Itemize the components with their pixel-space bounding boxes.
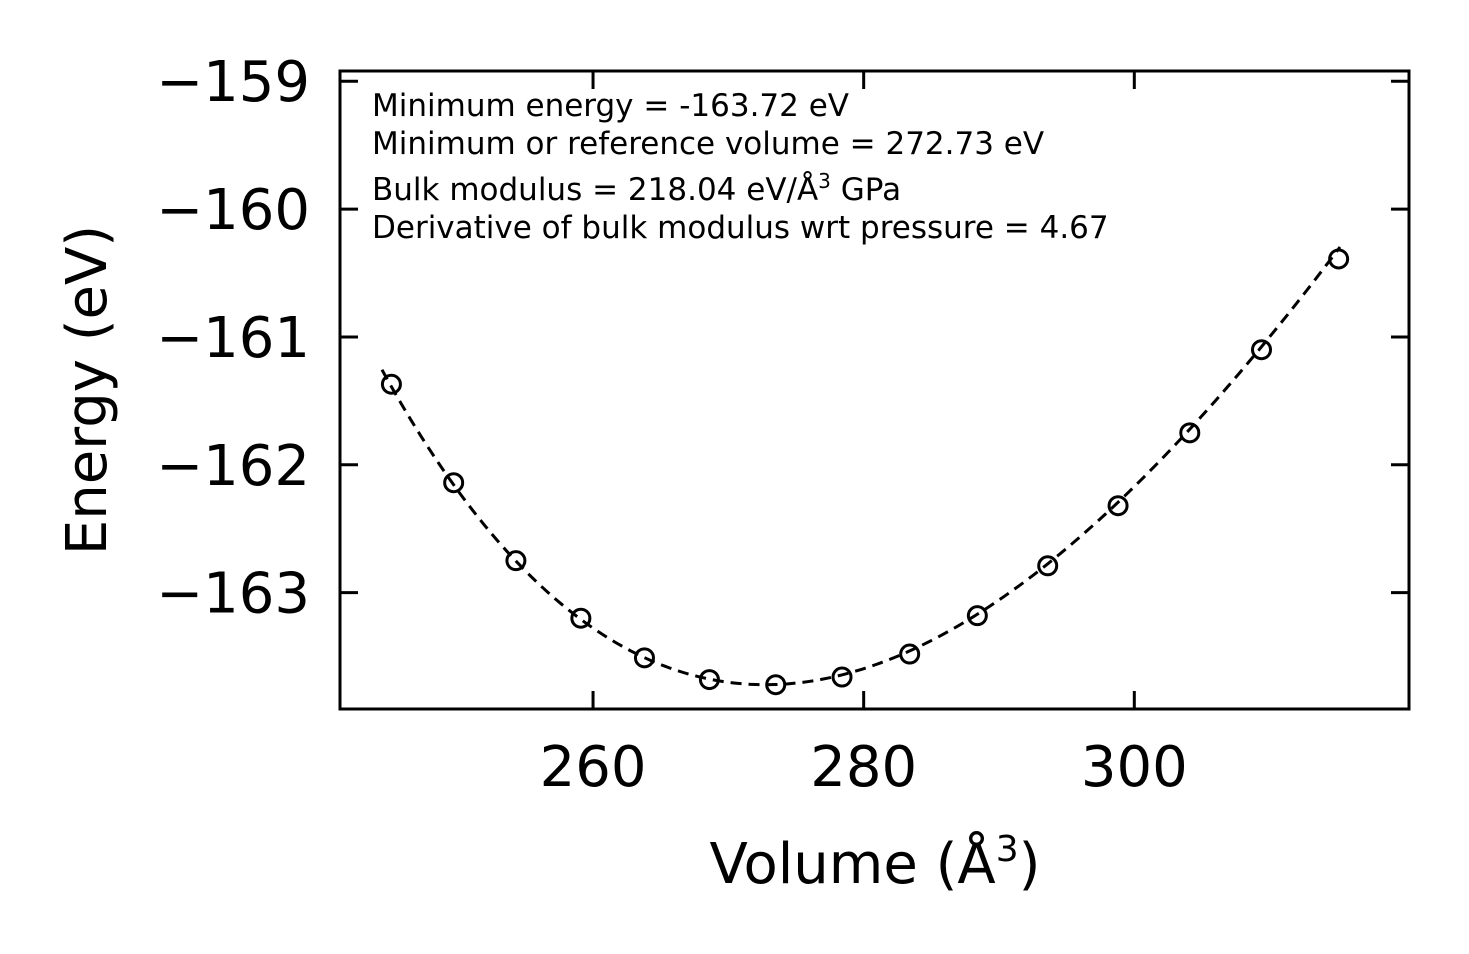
x-axis-title-close: ) xyxy=(1019,832,1041,897)
annotation-bulk-derivative: Derivative of bulk modulus wrt pressure … xyxy=(372,210,1109,246)
data-point xyxy=(380,373,402,395)
x-tick-label: 260 xyxy=(540,735,647,800)
data-point xyxy=(698,669,720,691)
data-point xyxy=(831,666,853,688)
annotation-bulk-suffix: GPa xyxy=(831,172,901,208)
y-tick-label: −161 xyxy=(156,306,310,371)
data-point xyxy=(505,550,527,572)
x-axis-title: Volume (Å3) xyxy=(710,829,1041,897)
data-point xyxy=(1328,248,1350,270)
data-point xyxy=(633,647,655,669)
plot-frame xyxy=(338,69,1411,711)
annotation-bulk-prefix: Bulk modulus = 218.04 eV/Å xyxy=(372,172,818,208)
y-axis-title: Energy (eV) xyxy=(55,225,120,555)
data-point xyxy=(1037,555,1059,577)
fit-curve xyxy=(380,246,1342,687)
data-points-layer xyxy=(380,248,1350,696)
annotation-min-energy: Minimum energy = -163.72 eV xyxy=(372,88,849,124)
x-tick-label: 280 xyxy=(810,735,917,800)
y-tick-label: −162 xyxy=(156,434,310,499)
data-point xyxy=(1179,422,1201,444)
data-point xyxy=(1107,495,1129,517)
x-axis-title-base: Volume (Å xyxy=(710,831,996,897)
annotation-bulk-sup: 3 xyxy=(818,169,831,193)
data-point xyxy=(1251,339,1273,361)
annotation-block: Minimum energy = -163.72 eV Minimum or r… xyxy=(372,88,1109,246)
annotation-min-volume: Minimum or reference volume = 272.73 eV xyxy=(372,126,1044,162)
data-point xyxy=(443,472,465,494)
y-tick-label: −160 xyxy=(156,178,310,243)
data-point xyxy=(765,674,787,696)
y-tick-label: −159 xyxy=(156,50,310,115)
ticks-layer: 260 280 300 −159 −160 −161 −162 −163 xyxy=(156,50,1409,800)
data-point xyxy=(966,605,988,627)
annotation-bulk-modulus: Bulk modulus = 218.04 eV/Å3 GPa xyxy=(372,169,901,208)
data-point xyxy=(899,643,921,665)
y-tick-label: −163 xyxy=(156,562,310,627)
data-point xyxy=(570,607,592,629)
x-tick-label: 300 xyxy=(1081,735,1188,800)
x-axis-title-sup: 3 xyxy=(996,829,1019,870)
fit-curve-layer xyxy=(380,246,1342,687)
